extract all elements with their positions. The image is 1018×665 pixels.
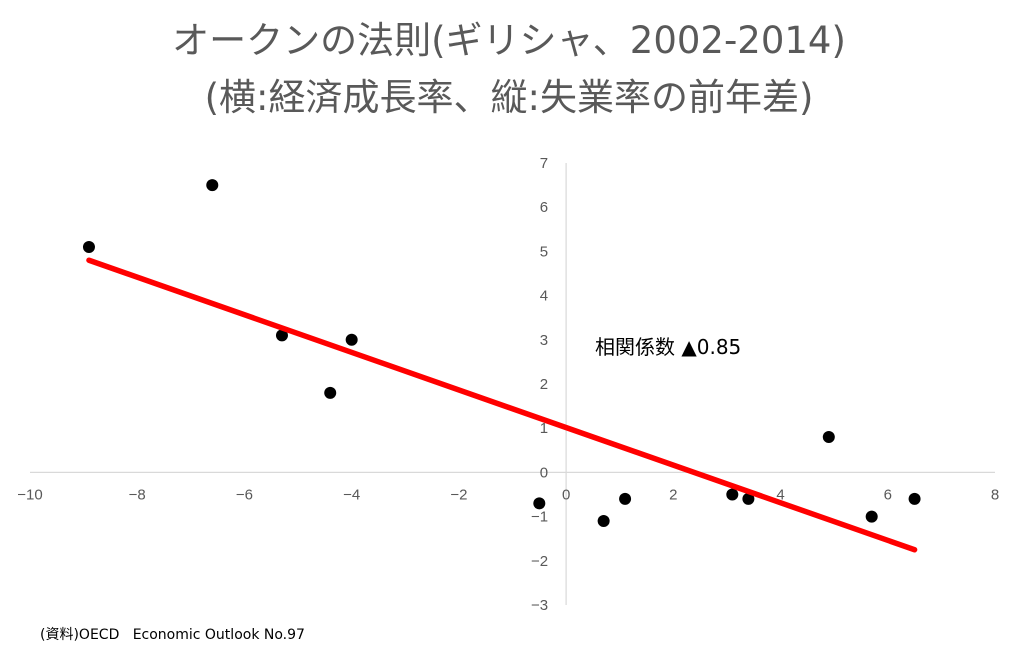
- y-tick-label: 4: [540, 288, 548, 305]
- data-point: [345, 333, 358, 346]
- data-point: [619, 492, 632, 505]
- data-point: [206, 179, 219, 192]
- y-tick-label: 1: [540, 420, 548, 437]
- data-point: [82, 240, 95, 253]
- x-tick-label: −4: [343, 486, 360, 503]
- y-tick-label: 6: [540, 199, 548, 216]
- data-point: [597, 515, 610, 528]
- x-tick-label: 2: [669, 486, 677, 503]
- x-tick-label: −2: [450, 486, 467, 503]
- data-point: [865, 510, 878, 523]
- x-tick-label: 8: [991, 486, 999, 503]
- data-point: [324, 386, 337, 399]
- y-tick-label: −2: [531, 553, 548, 570]
- y-tick-label: 5: [540, 243, 548, 260]
- y-tick-label: 3: [540, 332, 548, 349]
- data-point: [822, 431, 835, 444]
- x-tick-label: 4: [776, 486, 784, 503]
- y-tick-label: −1: [531, 509, 548, 526]
- x-tick-label: −8: [129, 486, 146, 503]
- y-tick-label: 2: [540, 376, 548, 393]
- correlation-annotation: 相関係数 ▲0.85: [595, 335, 741, 359]
- data-point: [742, 492, 755, 505]
- data-point: [726, 488, 739, 501]
- y-tick-label: −3: [531, 597, 548, 614]
- chart-title: オークンの法則(ギリシャ、2002-2014): [172, 19, 846, 62]
- data-point: [533, 497, 546, 510]
- x-tick-label: 0: [562, 486, 570, 503]
- data-point: [275, 329, 288, 342]
- x-tick-label: −10: [17, 486, 42, 503]
- x-tick-label: −6: [236, 486, 253, 503]
- data-point: [908, 492, 921, 505]
- y-tick-label: 0: [540, 464, 548, 481]
- y-tick-label: 7: [540, 155, 548, 172]
- source-note: (資料)OECD Economic Outlook No.97: [40, 627, 305, 643]
- trendline: [86, 257, 918, 553]
- chart-subtitle: (横:経済成長率、縦:失業率の前年差): [204, 76, 814, 119]
- x-tick-label: 6: [884, 486, 892, 503]
